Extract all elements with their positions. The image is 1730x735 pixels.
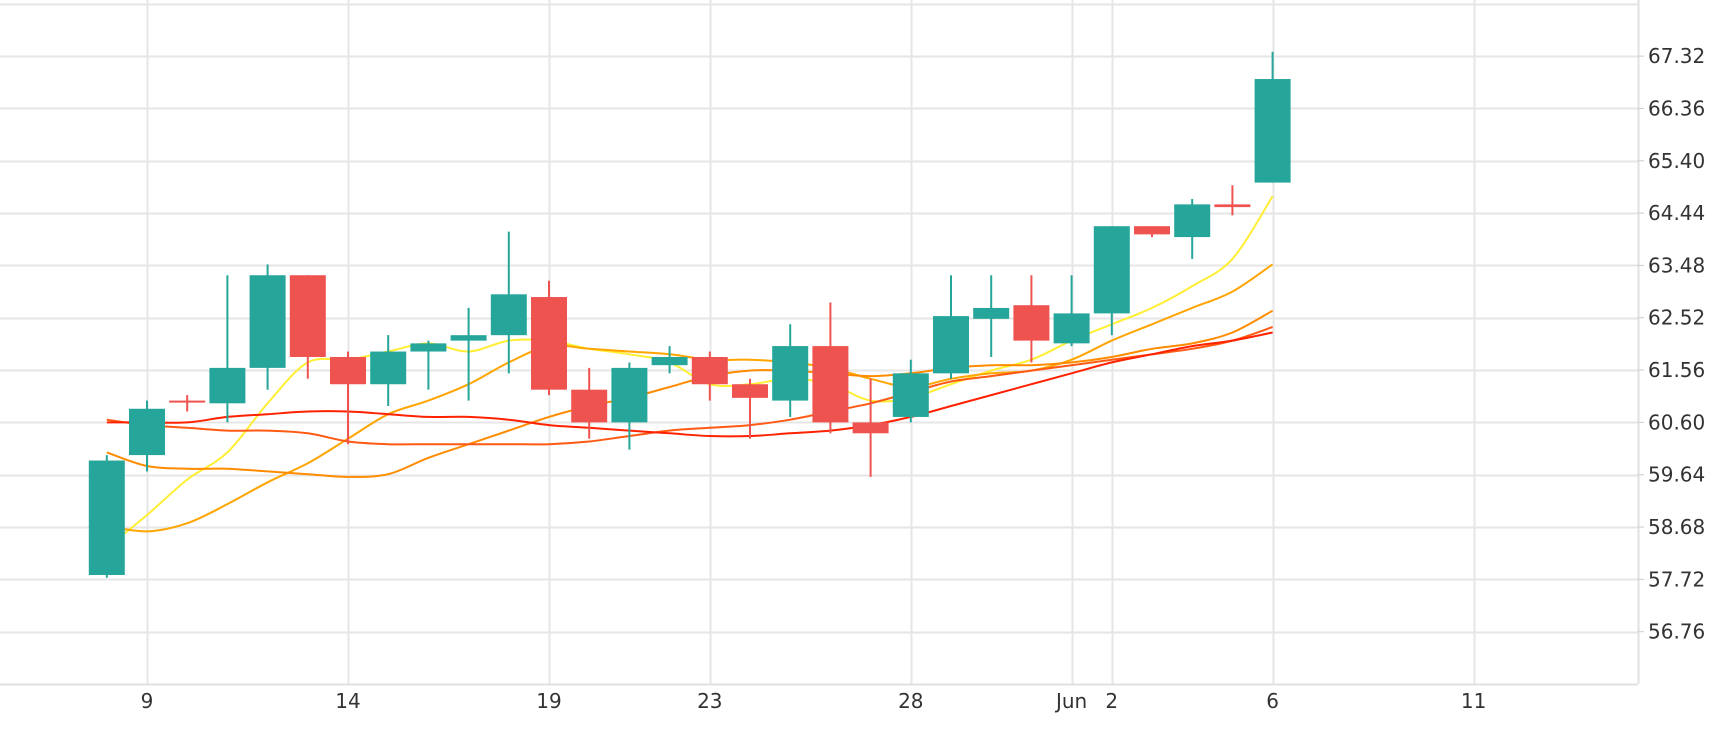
candle: [691, 351, 728, 401]
candle-body: [450, 335, 487, 341]
candle-body: [1093, 226, 1130, 314]
candle: [571, 367, 608, 439]
candle-body: [933, 316, 969, 374]
y-tick-label: 60.60: [1648, 410, 1705, 434]
candle: [973, 275, 1010, 357]
candle: [330, 351, 366, 445]
candle-body: [691, 356, 728, 385]
x-tick-label: 14: [335, 689, 360, 713]
candle-body: [1214, 204, 1251, 208]
candle: [611, 362, 648, 450]
candle: [1013, 275, 1050, 363]
candle: [933, 275, 969, 379]
x-tick-label: 2: [1105, 689, 1118, 713]
candle: [169, 395, 206, 412]
candle-body: [732, 384, 768, 398]
candle-body: [209, 367, 246, 404]
candle: [249, 264, 286, 390]
candle: [129, 400, 165, 472]
candle: [772, 324, 809, 417]
candle-body: [772, 346, 809, 401]
grid-layer: [0, 0, 1638, 686]
x-tick-label: Jun: [1054, 689, 1087, 713]
moving-average-line: [106, 331, 1273, 438]
candle: [1053, 275, 1090, 347]
candle-body: [249, 275, 286, 368]
candle: [1174, 198, 1211, 259]
x-tick-label: 19: [536, 689, 561, 713]
candle-body: [571, 389, 608, 423]
candle: [1214, 185, 1251, 216]
moving-average-layer: [106, 195, 1274, 549]
moving-average-line: [106, 263, 1274, 533]
candle-body: [611, 367, 648, 423]
y-tick-label: 57.72: [1648, 567, 1705, 591]
candle-body: [88, 460, 125, 575]
candle-body: [370, 351, 407, 385]
x-tick-label: 9: [141, 689, 154, 713]
candle: [1093, 226, 1130, 336]
candle: [651, 346, 688, 374]
y-tick-label: 65.40: [1648, 149, 1705, 173]
candle: [852, 378, 889, 477]
candle: [531, 280, 567, 396]
y-tick-label: 59.64: [1648, 463, 1705, 487]
y-tick-label: 62.52: [1648, 306, 1705, 330]
candle-body: [490, 294, 527, 336]
candle-body: [892, 373, 929, 417]
candle-body: [1053, 313, 1090, 344]
candle: [289, 275, 326, 379]
candle: [892, 359, 929, 423]
candle: [410, 340, 447, 390]
moving-average-line: [106, 326, 1273, 446]
candle-body: [330, 356, 366, 385]
candle-body: [1013, 305, 1050, 341]
candle-body: [1254, 79, 1291, 183]
x-tick-label: 11: [1461, 689, 1486, 713]
candle: [812, 302, 849, 434]
candle-body: [531, 297, 567, 390]
y-tick-label: 61.56: [1648, 358, 1705, 382]
candle-body: [289, 275, 326, 357]
candle: [450, 307, 487, 401]
candle-layer: [88, 51, 1291, 578]
x-tick-label: 23: [697, 689, 722, 713]
candle: [732, 378, 768, 439]
candle-body: [973, 307, 1010, 319]
candle-body: [169, 400, 206, 403]
candle-body: [812, 346, 849, 423]
candle: [1254, 51, 1291, 183]
candle: [88, 455, 125, 578]
moving-average-line: [106, 309, 1274, 478]
y-tick-label: 67.32: [1648, 44, 1705, 68]
candle: [209, 275, 246, 423]
x-tick-label: 6: [1266, 689, 1279, 713]
candle-body: [852, 422, 889, 434]
y-tick-label: 58.68: [1648, 515, 1705, 539]
y-tick-label: 66.36: [1648, 96, 1705, 120]
candle: [1134, 226, 1170, 238]
candle-body: [1134, 226, 1170, 235]
candle-body: [129, 408, 165, 456]
y-tick-label: 63.48: [1648, 253, 1705, 277]
candle-body: [651, 356, 688, 366]
candle: [370, 335, 407, 407]
x-tick-label: 28: [898, 689, 923, 713]
candle: [490, 231, 527, 374]
y-tick-label: 56.76: [1648, 620, 1705, 644]
candle-body: [410, 343, 447, 352]
axis-layer: 56.76 57.72 58.68 59.64 60.60 61.56 62.52 63.48…: [0, 0, 1705, 713]
y-tick-label: 64.44: [1648, 201, 1705, 225]
candle-body: [1174, 204, 1211, 238]
